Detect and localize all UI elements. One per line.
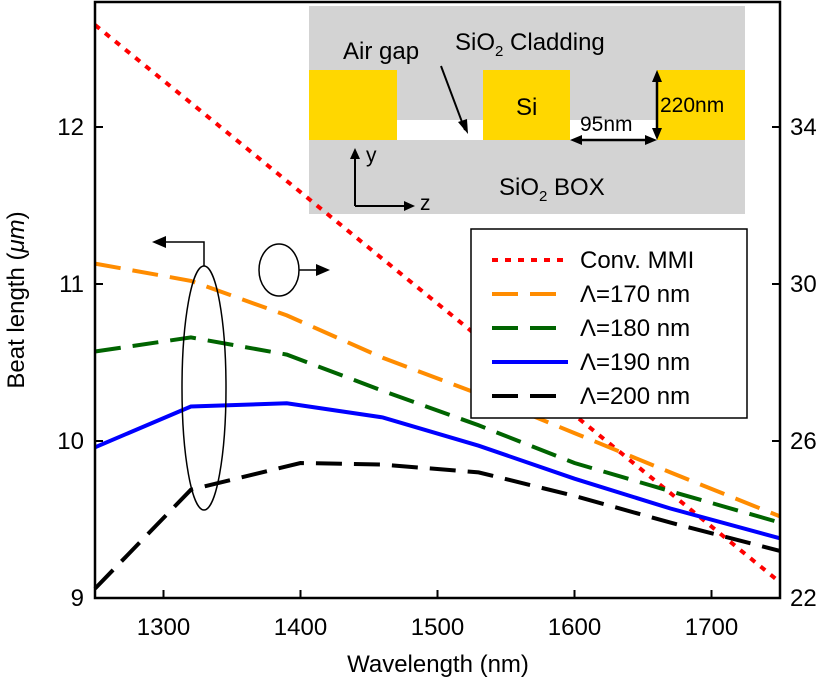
series-line-4 bbox=[93, 460, 781, 590]
inset-cladding-region bbox=[309, 6, 745, 70]
coordinate-z-arrowhead bbox=[404, 201, 415, 211]
legend-label-2: Λ=180 nm bbox=[580, 315, 690, 342]
height-arrowhead-top bbox=[652, 70, 662, 82]
left-axis-group-ellipse bbox=[181, 265, 227, 511]
inset-axis-y-label: y bbox=[366, 144, 377, 167]
coordinate-y-arrowhead bbox=[350, 148, 360, 159]
y-left-tick-label-2: 11 bbox=[59, 271, 84, 298]
y-right-tick-label-0: 22 bbox=[790, 585, 817, 612]
series-line-3 bbox=[94, 401, 781, 541]
inset-si-label: Si bbox=[516, 94, 537, 121]
x-tick-label-3: 1600 bbox=[548, 614, 601, 641]
x-tick-label-4: 1700 bbox=[685, 614, 738, 641]
inset-si-block-right bbox=[657, 70, 745, 140]
legend-label-4: Λ=200 nm bbox=[580, 383, 690, 410]
inset-si-block-left bbox=[309, 70, 397, 140]
axis-annotations bbox=[152, 236, 330, 511]
inset-height-dimension-label: 220nm bbox=[660, 94, 724, 117]
x-axis-title: Wavelength (nm) bbox=[347, 651, 529, 678]
y-right-tick-label-1: 26 bbox=[790, 428, 817, 455]
y-right-tick-label-2: 30 bbox=[790, 271, 817, 298]
gap-arrowhead-left bbox=[570, 135, 582, 145]
air-gap-arrowhead bbox=[458, 119, 468, 134]
y-left-tick-label-0: 9 bbox=[71, 585, 84, 612]
y-axis-title: Beat length (μm) bbox=[3, 211, 30, 388]
series-line-1 bbox=[94, 261, 781, 519]
x-tick-label-1: 1400 bbox=[274, 614, 327, 641]
cross-section-inset: SiO2 Cladding Air gap Si 95nm 220nm SiO2… bbox=[309, 6, 745, 215]
inset-box-label: SiO2 BOX bbox=[499, 174, 605, 205]
series-layer bbox=[93, 23, 782, 590]
series-line-0 bbox=[93, 23, 782, 584]
inset-axis-z-label: z bbox=[420, 192, 431, 215]
legend-items: Conv. MMI Λ=170 nm Λ=180 nm Λ=190 nm Λ=200 n… bbox=[492, 247, 694, 410]
right-axis-group-ellipse bbox=[258, 243, 300, 297]
inset-gap-dimension-label: 95nm bbox=[580, 113, 633, 136]
series-line-2 bbox=[94, 335, 781, 525]
inset-cladding-label: SiO2 Cladding bbox=[455, 29, 605, 60]
right-axis-pointer-arrowhead bbox=[316, 264, 330, 276]
left-axis-pointer-arrowhead bbox=[152, 236, 166, 248]
legend-label-3: Λ=190 nm bbox=[580, 349, 690, 376]
height-arrowhead-bottom bbox=[652, 128, 662, 140]
x-tick-label-2: 1500 bbox=[411, 614, 464, 641]
gap-arrowhead-right bbox=[645, 135, 657, 145]
inset-gap-fill-right bbox=[570, 70, 657, 120]
legend: Conv. MMI Λ=170 nm Λ=180 nm Λ=190 nm Λ=200 n… bbox=[470, 228, 748, 419]
y-left-tick-label-3: 12 bbox=[57, 114, 84, 141]
y-left-tick-label-1: 10 bbox=[57, 428, 84, 455]
legend-box bbox=[470, 228, 748, 419]
tick-layer: 1300 1400 1500 1600 1700 9 10 11 12 22 26 30 34 bbox=[57, 114, 816, 641]
inset-box-region bbox=[309, 140, 745, 214]
inset-si-block-center bbox=[483, 70, 570, 140]
air-gap-arrow bbox=[440, 65, 466, 131]
inset-air-gap-label: Air gap bbox=[343, 38, 419, 65]
left-axis-pointer-line bbox=[164, 241, 205, 266]
legend-label-0: Conv. MMI bbox=[580, 247, 694, 274]
x-tick-label-0: 1300 bbox=[137, 614, 190, 641]
inset-gap-fill-left bbox=[397, 70, 483, 120]
y-right-tick-label-3: 34 bbox=[790, 114, 817, 141]
legend-label-1: Λ=170 nm bbox=[580, 281, 690, 308]
